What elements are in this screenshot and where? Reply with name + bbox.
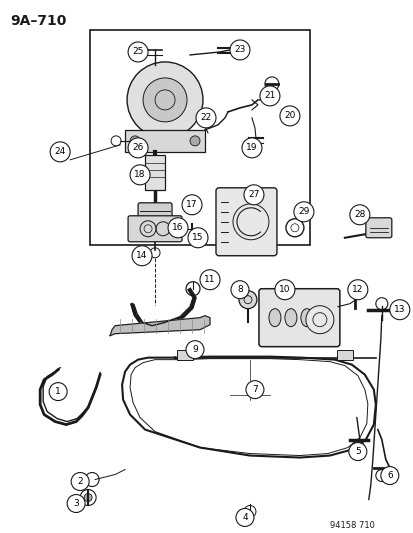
- Circle shape: [84, 494, 92, 502]
- Text: 8: 8: [237, 285, 242, 294]
- Ellipse shape: [268, 309, 280, 327]
- Circle shape: [128, 42, 148, 62]
- Circle shape: [389, 300, 409, 320]
- Text: 2: 2: [77, 477, 83, 486]
- FancyBboxPatch shape: [216, 188, 276, 256]
- Text: 3: 3: [73, 499, 79, 508]
- Text: 7: 7: [252, 385, 257, 394]
- Ellipse shape: [284, 309, 296, 327]
- Text: 29: 29: [297, 207, 309, 216]
- Circle shape: [241, 138, 261, 158]
- Text: 1: 1: [55, 387, 61, 396]
- Circle shape: [143, 78, 187, 122]
- Text: 4: 4: [242, 513, 247, 522]
- Circle shape: [182, 195, 202, 215]
- Bar: [125, 130, 204, 152]
- Text: 25: 25: [132, 47, 143, 56]
- FancyBboxPatch shape: [365, 218, 391, 238]
- Polygon shape: [110, 316, 209, 336]
- Circle shape: [238, 290, 256, 309]
- Text: 21: 21: [263, 91, 275, 100]
- Bar: [90, 30, 309, 245]
- Text: 18: 18: [134, 171, 145, 179]
- FancyBboxPatch shape: [258, 289, 339, 346]
- Circle shape: [190, 136, 199, 146]
- Text: 5: 5: [354, 447, 360, 456]
- Bar: [336, 350, 352, 360]
- Circle shape: [259, 86, 279, 106]
- Bar: [145, 155, 165, 190]
- Circle shape: [380, 466, 398, 484]
- Circle shape: [347, 280, 367, 300]
- Text: 94158 710: 94158 710: [329, 521, 374, 530]
- Text: 19: 19: [246, 143, 257, 152]
- Text: 15: 15: [192, 233, 203, 243]
- Text: 26: 26: [132, 143, 143, 152]
- Circle shape: [132, 246, 152, 266]
- Text: 6: 6: [386, 471, 392, 480]
- Ellipse shape: [316, 309, 328, 327]
- Text: 27: 27: [248, 190, 259, 199]
- Circle shape: [127, 62, 202, 138]
- Circle shape: [130, 136, 140, 146]
- Text: 16: 16: [172, 223, 183, 232]
- Text: 13: 13: [393, 305, 405, 314]
- Text: 28: 28: [353, 211, 365, 219]
- Circle shape: [168, 218, 188, 238]
- Circle shape: [230, 281, 248, 298]
- Circle shape: [279, 106, 299, 126]
- Ellipse shape: [300, 309, 312, 327]
- Text: 23: 23: [234, 45, 245, 54]
- FancyBboxPatch shape: [128, 216, 182, 242]
- Text: 24: 24: [55, 147, 66, 156]
- Circle shape: [235, 508, 253, 527]
- Circle shape: [349, 205, 369, 225]
- Text: 9A–710: 9A–710: [10, 14, 66, 28]
- Circle shape: [199, 270, 219, 290]
- Circle shape: [71, 473, 89, 490]
- Circle shape: [50, 142, 70, 162]
- Circle shape: [293, 202, 313, 222]
- Circle shape: [49, 383, 67, 401]
- Circle shape: [305, 306, 333, 334]
- FancyBboxPatch shape: [138, 203, 172, 219]
- Circle shape: [243, 185, 263, 205]
- Circle shape: [348, 442, 366, 461]
- Text: 20: 20: [284, 111, 295, 120]
- Text: 14: 14: [136, 251, 147, 260]
- Bar: [177, 350, 192, 360]
- Circle shape: [245, 381, 263, 399]
- Text: 22: 22: [200, 114, 211, 123]
- Circle shape: [195, 108, 216, 128]
- Circle shape: [188, 228, 207, 248]
- Circle shape: [130, 165, 150, 185]
- Text: 11: 11: [204, 275, 215, 284]
- Circle shape: [185, 341, 204, 359]
- Circle shape: [274, 280, 294, 300]
- Text: 9: 9: [192, 345, 197, 354]
- Circle shape: [67, 495, 85, 513]
- Text: 12: 12: [351, 285, 363, 294]
- Circle shape: [128, 138, 148, 158]
- Text: 17: 17: [186, 200, 197, 209]
- Circle shape: [230, 40, 249, 60]
- Text: 10: 10: [278, 285, 290, 294]
